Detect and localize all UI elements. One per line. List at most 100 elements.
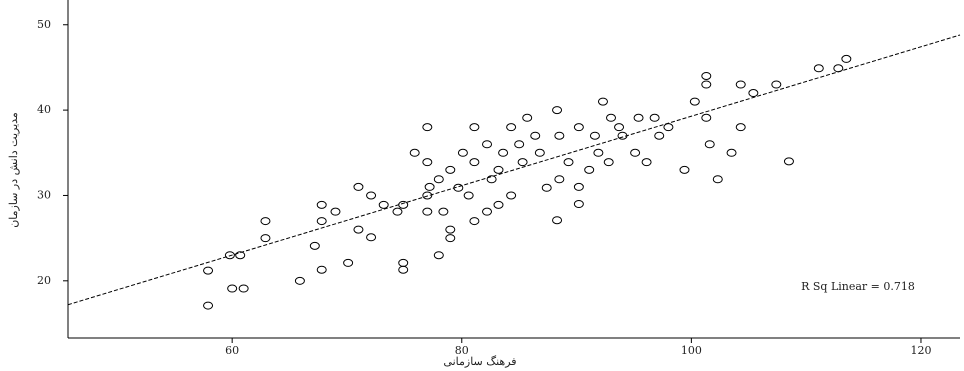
point (366, 191, 377, 200)
annotation: R Sq Linear = 0.718 (801, 280, 915, 293)
y-axis-label: مدیریت دانش در سازمان (7, 112, 20, 228)
point (433, 251, 444, 260)
point (630, 148, 641, 157)
point (424, 182, 435, 191)
point (735, 80, 746, 89)
point (469, 217, 480, 226)
point (541, 183, 552, 192)
y-tick-label: 20 (37, 274, 51, 287)
point (654, 131, 665, 140)
point (712, 175, 723, 184)
point (422, 158, 433, 167)
point (309, 241, 320, 250)
point (366, 233, 377, 242)
point (704, 140, 715, 149)
point (398, 200, 409, 209)
point (771, 80, 782, 89)
point (517, 158, 528, 167)
y-tick-label: 30 (37, 188, 51, 201)
point (227, 284, 238, 293)
point (330, 207, 341, 216)
point (552, 106, 563, 115)
point (514, 140, 525, 149)
point (463, 191, 474, 200)
point (238, 284, 249, 293)
point (573, 123, 584, 132)
point (392, 207, 403, 216)
point (235, 251, 246, 260)
point (603, 158, 614, 167)
x-tick-label: 100 (681, 344, 702, 357)
point (445, 234, 456, 243)
y-tick-label: 50 (37, 18, 51, 31)
point (633, 113, 644, 122)
point (563, 158, 574, 167)
point (422, 207, 433, 216)
point (498, 148, 509, 157)
point (486, 175, 497, 184)
point (641, 158, 652, 167)
point (316, 200, 327, 209)
point (726, 148, 737, 157)
x-tick-label: 60 (225, 344, 239, 357)
point (841, 54, 852, 63)
point (343, 258, 354, 267)
point (813, 64, 824, 73)
point (534, 148, 545, 157)
point (260, 234, 271, 243)
point (398, 265, 409, 274)
point (573, 182, 584, 191)
point (482, 207, 493, 216)
point (445, 165, 456, 174)
point (260, 217, 271, 226)
point (422, 123, 433, 132)
point (530, 131, 541, 140)
point (469, 123, 480, 132)
point (573, 199, 584, 208)
point (701, 113, 712, 122)
point (506, 123, 517, 132)
y-tick-label: 40 (37, 103, 51, 116)
point (701, 71, 712, 80)
point (203, 301, 214, 310)
point (748, 89, 759, 98)
point (445, 225, 456, 234)
point (353, 182, 364, 191)
point (597, 97, 608, 106)
point (554, 175, 565, 184)
point (438, 207, 449, 216)
point (554, 131, 565, 140)
point (493, 165, 504, 174)
point (783, 157, 794, 166)
point (522, 113, 533, 122)
point (584, 165, 595, 174)
point (735, 123, 746, 132)
point (493, 200, 504, 209)
point (614, 123, 625, 132)
point (679, 165, 690, 174)
point (224, 251, 235, 260)
point (701, 80, 712, 89)
point (552, 216, 563, 225)
point (316, 217, 327, 226)
point (294, 276, 305, 285)
point (353, 225, 364, 234)
fit-line (67, 34, 961, 306)
point (606, 113, 617, 122)
point (422, 191, 433, 200)
point (663, 123, 674, 132)
point (833, 64, 844, 73)
point (649, 113, 660, 122)
point (433, 175, 444, 184)
point (589, 131, 600, 140)
point (689, 97, 700, 106)
point (378, 200, 389, 209)
point (457, 148, 468, 157)
x-tick-label: 80 (455, 344, 469, 357)
point (203, 266, 214, 275)
x-axis-label: فرهنگ سازمانی (443, 355, 516, 368)
x-tick-label: 120 (910, 344, 931, 357)
point (482, 140, 493, 149)
point (469, 158, 480, 167)
point (593, 148, 604, 157)
